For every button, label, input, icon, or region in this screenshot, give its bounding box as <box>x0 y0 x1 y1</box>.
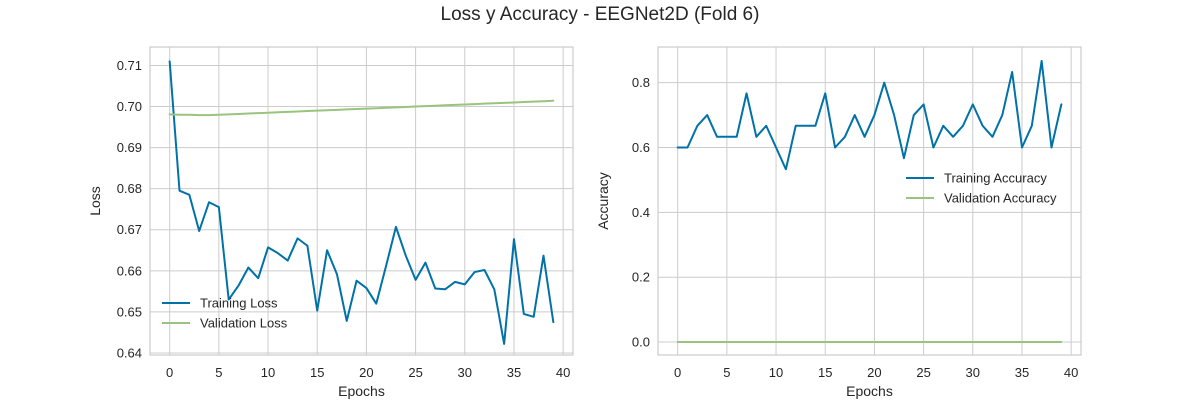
x-tick-label: 5 <box>215 365 222 380</box>
y-tick-label: 0.69 <box>117 140 142 155</box>
plot-area <box>150 47 573 355</box>
x-tick-label: 40 <box>556 365 570 380</box>
y-axis-label: Loss <box>87 186 103 216</box>
x-tick-label: 30 <box>966 365 980 380</box>
y-tick-label: 0.70 <box>117 99 142 114</box>
plot-area <box>658 47 1081 355</box>
x-tick-label: 35 <box>1015 365 1029 380</box>
y-axis-label: Accuracy <box>595 172 611 230</box>
x-axis-label: Epochs <box>846 383 893 399</box>
series-line-validation-loss <box>168 99 555 117</box>
y-tick-label: 0.66 <box>117 263 142 278</box>
x-tick-label: 0 <box>674 365 681 380</box>
y-tick-label: 0.65 <box>117 304 142 319</box>
x-tick-label: 0 <box>166 365 173 380</box>
x-tick-label: 15 <box>818 365 832 380</box>
x-tick-label: 20 <box>867 365 881 380</box>
chart-panel-2: 0 5 10 15 20 25 30 35 40 0.0 0.2 0.4 0.6 0.8 Epochs Acc… <box>595 46 1082 399</box>
legend: Training Accuracy Validation Accuracy <box>906 171 1057 206</box>
legend-label: Training Loss <box>200 296 278 311</box>
y-tick-label: 0.2 <box>632 270 650 285</box>
x-tick-label: 5 <box>723 365 730 380</box>
axes-frame <box>149 46 574 356</box>
x-axis-label: Epochs <box>338 383 385 399</box>
x-tick-label: 35 <box>507 365 521 380</box>
x-tick-label: 30 <box>458 365 472 380</box>
x-tick-label: 10 <box>769 365 783 380</box>
axes-frame <box>657 46 1082 356</box>
y-tick-label: 0.8 <box>632 75 650 90</box>
x-tick-label: 10 <box>261 365 275 380</box>
figure-title: Loss y Accuracy - EEGNet2D (Fold 6) <box>440 4 760 25</box>
x-tick-label: 40 <box>1064 365 1078 380</box>
y-tick-label: 0.0 <box>632 335 650 350</box>
x-tick-label: 20 <box>359 365 373 380</box>
series-line-training-loss <box>168 60 555 345</box>
y-tick-label: 0.6 <box>632 140 650 155</box>
legend-label: Validation Loss <box>200 316 288 331</box>
x-tick-label: 25 <box>408 365 422 380</box>
y-tick-label: 0.64 <box>117 345 142 360</box>
legend: Training Loss Validation Loss <box>162 296 288 331</box>
legend-label: Validation Accuracy <box>944 191 1057 206</box>
chart-panel-1: 0 5 10 15 20 25 30 35 40 0.64 0.65 0.66 0.67 0.68 0.69… <box>87 46 574 399</box>
x-tick-label: 15 <box>310 365 324 380</box>
legend-label: Training Accuracy <box>944 171 1047 186</box>
y-tick-label: 0.71 <box>117 58 142 73</box>
x-tick-label: 25 <box>916 365 930 380</box>
y-tick-label: 0.67 <box>117 222 142 237</box>
y-tick-label: 0.4 <box>632 205 650 220</box>
y-tick-label: 0.68 <box>117 181 142 196</box>
series-line-training-accuracy <box>676 59 1063 171</box>
